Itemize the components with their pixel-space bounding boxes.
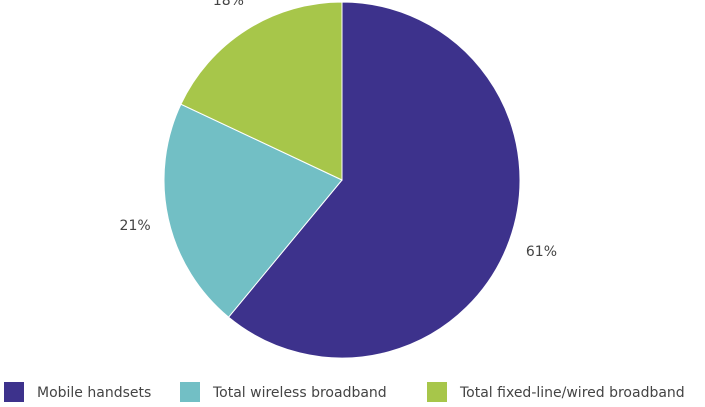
legend-swatch (427, 382, 447, 402)
data-label: 61% (526, 244, 557, 260)
legend-label: Total fixed-line/wired broadband (459, 385, 685, 401)
legend-swatch (180, 382, 200, 402)
pie-slice (180, 1, 343, 181)
legend-label: Total wireless broadband (212, 385, 387, 401)
data-label: 18% (213, 0, 244, 9)
pie-slice (163, 103, 343, 318)
legend-swatch (4, 382, 24, 402)
legend-label: Mobile handsets (37, 385, 151, 401)
data-label: 21% (120, 218, 151, 234)
pie-slice (227, 1, 521, 359)
